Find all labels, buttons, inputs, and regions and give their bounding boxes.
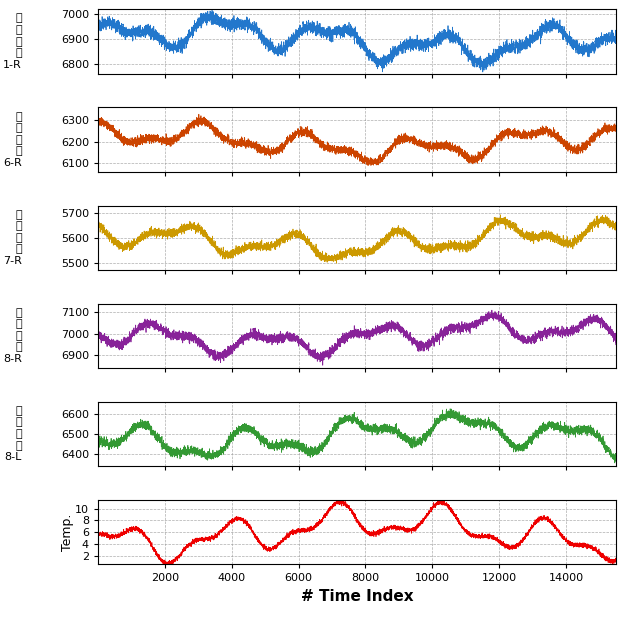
Y-axis label: 계
측
변
위
8-R: 계 측 변 위 8-R (3, 308, 22, 364)
X-axis label: # Time Index: # Time Index (301, 589, 413, 604)
Y-axis label: Temp.: Temp. (61, 514, 75, 551)
Y-axis label: 계
측
변
위
6-R: 계 측 변 위 6-R (3, 112, 22, 168)
Y-axis label: 계
측
변
위
7-R: 계 측 변 위 7-R (3, 209, 22, 266)
Y-axis label: 계
측
변
위
1-R: 계 측 변 위 1-R (3, 13, 22, 70)
Y-axis label: 계
측
변
위
8-L: 계 측 변 위 8-L (4, 406, 22, 462)
